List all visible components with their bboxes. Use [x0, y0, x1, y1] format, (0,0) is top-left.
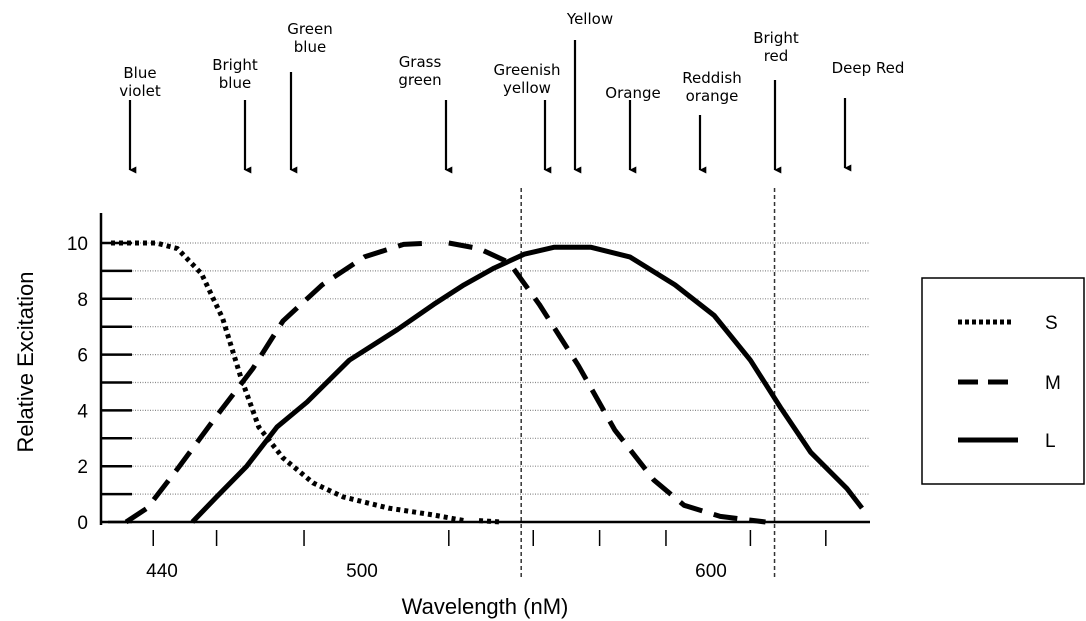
series-s-line [111, 240, 465, 524]
y-tick-label-0: 0 [77, 513, 88, 534]
x-tick-label-500: 500 [346, 561, 378, 582]
color-label-2: Bright blue [212, 56, 258, 92]
color-label-1: Blue violet [119, 64, 161, 100]
series-group [111, 240, 864, 525]
color-label-6: Yellow [566, 10, 613, 28]
legend-label-l: L [1045, 431, 1056, 452]
color-label-4: Grass green [398, 53, 441, 89]
y-tick-label-10: 10 [67, 234, 88, 255]
x-tick-label-600: 600 [695, 561, 727, 582]
color-label-8: Reddish orange [682, 69, 742, 105]
color-label-7: Orange [605, 84, 660, 102]
color-label-10: Deep Red [832, 59, 905, 77]
series-m-line [124, 240, 434, 525]
legend-box [921, 277, 1085, 485]
gridlines-group [105, 242, 870, 495]
y-axis-title: Relative Excitation [13, 272, 38, 453]
legend: S M L [921, 277, 1085, 485]
series-l-line [190, 244, 864, 524]
color-label-5: Greenish yellow [494, 61, 561, 97]
legend-label-s: S [1045, 313, 1058, 334]
color-label-9: Bright red [753, 29, 799, 65]
axes-group: 0 2 4 6 8 10 440 500 600 [67, 213, 870, 582]
color-label-3: Green blue [287, 20, 332, 56]
color-labels-group: Blue violet Bright blue Green blue Grass green G… [119, 10, 905, 174]
legend-label-m: M [1045, 373, 1061, 394]
x-axis-title: Wavelength (nM) [402, 594, 569, 619]
x-tick-label-440: 440 [146, 561, 178, 582]
y-tick-label-2: 2 [77, 457, 88, 478]
y-tick-label-4: 4 [77, 401, 88, 422]
y-tick-label-6: 6 [77, 346, 88, 367]
series-m-line-segment-2 [448, 240, 766, 525]
y-tick-label-8: 8 [77, 290, 88, 311]
